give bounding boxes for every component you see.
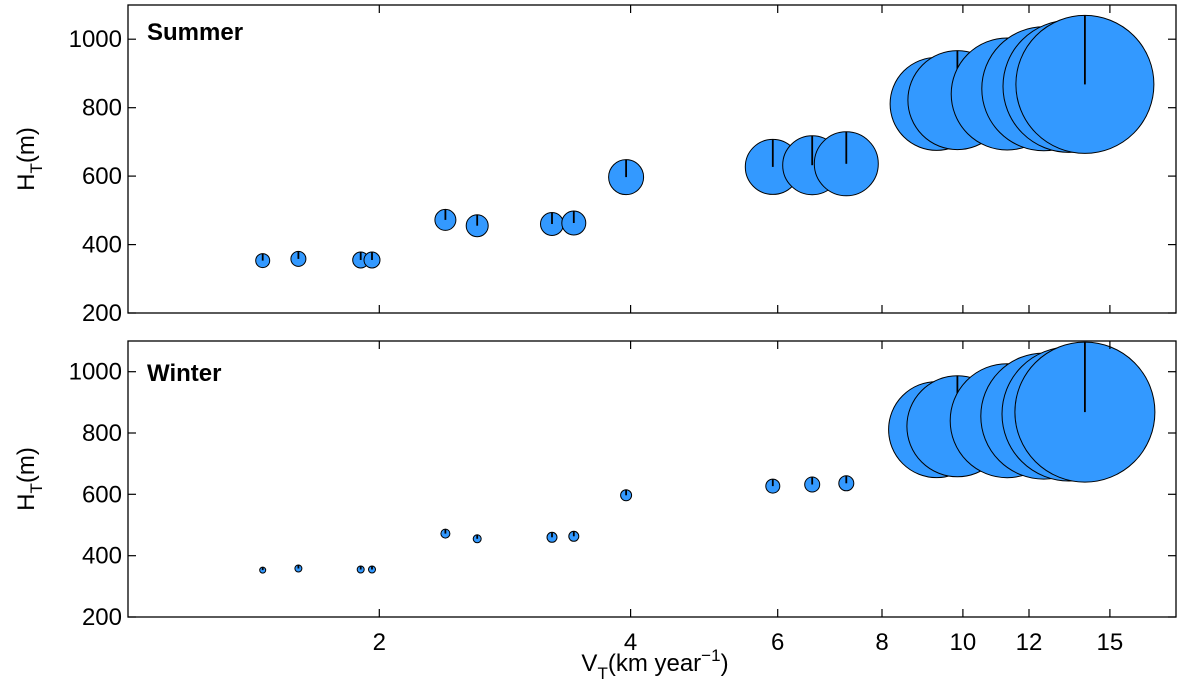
winter-plot-border (127, 340, 1177, 618)
summer-title: Summer (147, 19, 243, 46)
winter-ytick-label-2: 600 (82, 481, 122, 508)
winter-points (259, 341, 1156, 574)
winter-ticks: 200 400 600 800 1000 2 4 6 8 10 12 15 (69, 341, 1176, 656)
winter-ytick-label-1: 400 (82, 543, 122, 570)
winter-title: Winter (147, 360, 221, 387)
winter-ytick-label-0: 200 (82, 604, 122, 631)
summer-ytick-label-3: 800 (82, 95, 122, 122)
xtick-label-2: 6 (771, 629, 784, 656)
summer-ytick-label-0: 200 (82, 300, 122, 327)
winter-ytick-label-4: 1000 (69, 359, 122, 386)
summer-ylabel: HT(m) (13, 127, 46, 191)
xtick-label-4: 10 (950, 629, 977, 656)
xtick-label-0: 2 (373, 629, 386, 656)
summer-ytick-label-2: 600 (82, 163, 122, 190)
summer-ytick-label-4: 1000 (69, 26, 122, 53)
winter-ytick-label-3: 800 (82, 420, 122, 447)
xtick-label-5: 12 (1016, 629, 1043, 656)
summer-plot-border (127, 4, 1177, 314)
summer-ytick-label-1: 400 (82, 232, 122, 259)
summer-ticks: 200 400 600 800 1000 (69, 5, 1176, 327)
summer-points (255, 14, 1155, 269)
xtick-label-3: 8 (875, 629, 888, 656)
winter-ylabel: HT(m) (13, 447, 46, 511)
xtick-label-1: 4 (624, 629, 637, 656)
x-axis-label: VT(km year−1) (581, 646, 728, 683)
summer-panel: 200 400 600 800 1000 Summer HT(m) (13, 4, 1177, 327)
xtick-label-6: 15 (1097, 629, 1124, 656)
